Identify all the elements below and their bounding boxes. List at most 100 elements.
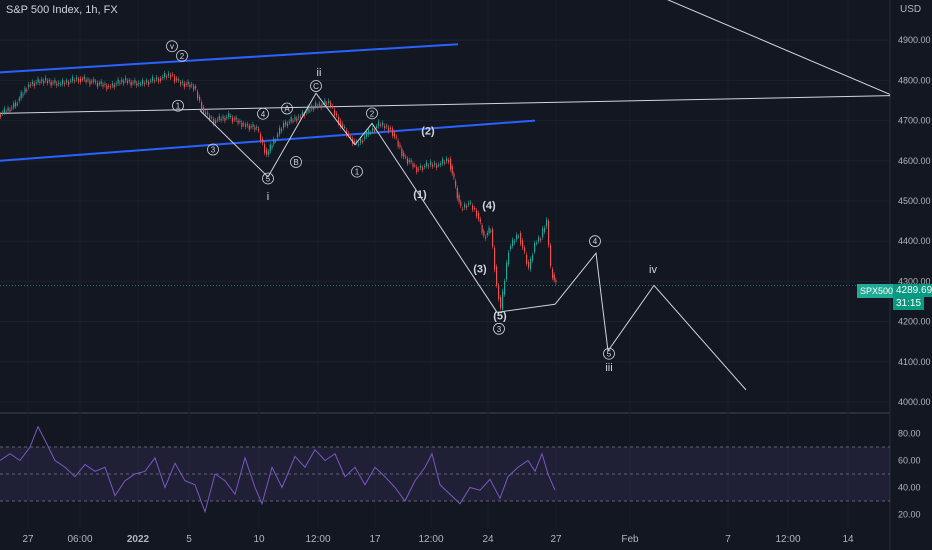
- candle-body: [76, 77, 78, 80]
- price-axis[interactable]: 4000.00 4100.00 4200.00 4300.00 4400.00 4500.…: [898, 35, 931, 519]
- candle-body: [271, 145, 273, 148]
- wave-label: (2): [421, 125, 435, 137]
- candle-body: [338, 116, 340, 124]
- rsi-band: [0, 446, 890, 502]
- candle-body: [16, 103, 19, 105]
- candle-body: [290, 117, 292, 122]
- candle-body: [245, 124, 247, 127]
- candle-body: [35, 82, 37, 84]
- candle-body: [462, 209, 464, 211]
- candle-body: [458, 194, 460, 202]
- price-tick-label: 4400.00: [898, 236, 931, 246]
- candle-body: [408, 160, 410, 162]
- candle-body: [506, 262, 508, 280]
- candle-body: [24, 88, 26, 93]
- candle-body: [315, 102, 317, 107]
- candle-body: [22, 94, 24, 96]
- candle-body: [330, 102, 332, 107]
- wave-label-circle: [603, 347, 615, 360]
- candle-body: [479, 219, 481, 222]
- time-tick-label: 12:00: [305, 534, 330, 545]
- candle-body: [332, 106, 334, 108]
- candle-body: [0, 114, 2, 117]
- wave-label-circle: [257, 107, 269, 120]
- candle-body: [403, 152, 405, 157]
- candle-body: [418, 168, 420, 170]
- candle-body: [148, 81, 150, 85]
- candle-body: [158, 78, 160, 82]
- candle-body: [516, 234, 518, 240]
- candle-body: [199, 96, 201, 101]
- price-tick-label: 4600.00: [898, 156, 931, 166]
- candle-body: [430, 161, 432, 165]
- candle-body: [422, 167, 424, 171]
- candle-body: [518, 236, 520, 238]
- wave-label: 2: [370, 109, 375, 118]
- candle-body: [386, 125, 388, 127]
- candle-body: [366, 131, 368, 137]
- candle-body: [550, 245, 552, 267]
- candle-body: [3, 108, 5, 113]
- candle-body: [126, 80, 129, 84]
- candle-body: [307, 107, 309, 112]
- candle-body: [412, 163, 414, 167]
- candle-body: [424, 166, 426, 168]
- rsi-tick-label: 80.00: [898, 429, 921, 439]
- candle-body: [534, 243, 536, 252]
- candle-body: [476, 210, 478, 217]
- symbol-tag: SPX500: [857, 284, 897, 298]
- candle-body: [481, 225, 483, 233]
- candle-body: [390, 127, 392, 129]
- candle-body: [13, 103, 15, 108]
- candle-body: [508, 252, 510, 265]
- bar-countdown: 31:15: [893, 297, 925, 310]
- candle-body: [78, 78, 80, 82]
- time-axis[interactable]: 27 06:00 2022 5 10 12:00 17 12:00 24 27 Feb 7 12:00 1…: [22, 534, 854, 545]
- candle-body: [110, 86, 112, 88]
- wave-label: 5: [266, 174, 271, 183]
- candle-body: [66, 80, 68, 83]
- candle-body: [388, 127, 390, 132]
- candle-body: [326, 103, 328, 105]
- wave-path-1: [199, 92, 556, 313]
- price-tick-label: 4700.00: [898, 116, 931, 126]
- candle-body: [303, 114, 305, 117]
- candle-body: [268, 151, 270, 155]
- time-tick-label: 2022: [127, 534, 150, 545]
- candle-body: [180, 82, 182, 85]
- candle-body: [318, 103, 320, 106]
- candle-body: [115, 83, 117, 85]
- price-tick-label: 4200.00: [898, 317, 931, 327]
- candle-body: [384, 125, 386, 129]
- candle-body: [254, 127, 256, 130]
- wave-label-circle: [262, 172, 274, 185]
- candle-body: [207, 112, 209, 115]
- candle-body: [113, 84, 115, 88]
- candle-body: [436, 164, 438, 169]
- candle-body: [494, 247, 496, 270]
- candle-body: [450, 158, 452, 170]
- candle-body: [320, 105, 322, 108]
- candle-body: [70, 80, 72, 82]
- currency-label: USD: [900, 4, 922, 15]
- candle-body: [150, 80, 152, 82]
- candle-body: [478, 213, 480, 220]
- candle-body: [362, 140, 364, 142]
- wave-paths: [199, 92, 747, 391]
- candle-body: [89, 80, 91, 85]
- candle-body: [420, 165, 422, 169]
- wave-label-circle: [366, 107, 378, 120]
- candle-body: [526, 254, 528, 264]
- chart-title: S&P 500 Index, 1h, FX: [6, 4, 118, 16]
- candle-body: [203, 107, 205, 113]
- candle-body: [185, 83, 187, 85]
- candle-body: [428, 165, 430, 167]
- wave-label: v: [170, 42, 174, 51]
- candle-body: [498, 285, 500, 300]
- candle-body: [393, 132, 396, 137]
- candle-body: [262, 139, 264, 143]
- candle-body: [283, 122, 285, 128]
- candle-body: [205, 112, 207, 115]
- candle-body: [298, 116, 300, 118]
